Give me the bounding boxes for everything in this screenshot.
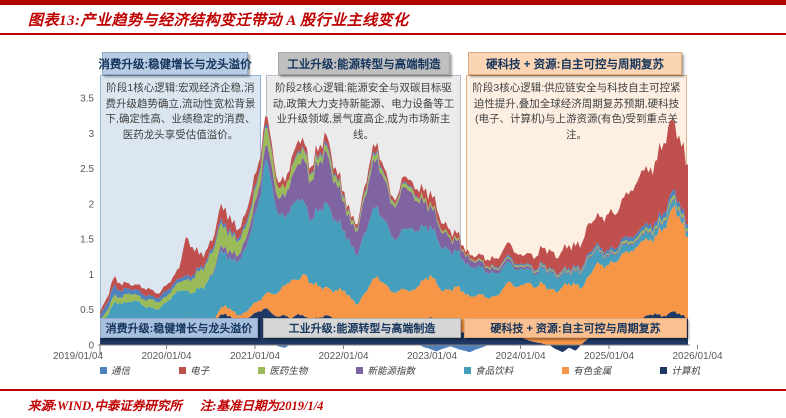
stage-title-hardtech: 硬科技 + 资源:自主可控与周期复苏 <box>468 52 682 75</box>
stage-description-industry: 阶段2核心逻辑:能源安全与双碳目标驱动,政策大力支持新能源、电力设备等工业升级领… <box>272 82 455 141</box>
y-tick-label: 1 <box>88 270 94 281</box>
y-tick-label: 0.5 <box>80 305 94 316</box>
source-text: 来源:WIND,中泰证券研究所 <box>28 399 182 413</box>
stage-ribbon-consumer: 消费升级:稳健增长与龙头溢价 <box>100 318 258 338</box>
legend-label: 有色金属 <box>573 367 612 377</box>
legend-label: 新能源指数 <box>367 367 415 377</box>
x-tick-label: 2020/01/04 <box>141 351 191 362</box>
area-series-tongxin <box>100 345 688 353</box>
legend-label: 食品饮料 <box>475 367 514 377</box>
stage-ribbon-hardtech: 硬科技 + 资源:自主可控与周期复苏 <box>464 318 687 338</box>
stage-title-consumer: 消费升级:稳健增长与龙头溢价 <box>98 52 252 75</box>
stage-title-industry: 工业升级:能源转型与高端制造 <box>278 52 450 75</box>
legend-swatch-icon <box>464 366 472 374</box>
stage-ribbon-industry: 工业升级:能源转型与高端制造 <box>263 318 461 338</box>
legend-item: 通信 <box>100 363 130 377</box>
legend-swatch-icon <box>562 366 570 374</box>
x-tick-label: 2022/01/04 <box>318 351 368 362</box>
legend-label: 通信 <box>111 367 131 377</box>
legend-swatch-icon <box>356 366 364 374</box>
footer-divider <box>0 389 786 391</box>
legend-swatch-icon <box>179 366 187 374</box>
x-tick-label: 2023/01/04 <box>407 351 457 362</box>
note-text: 注:基准日期为2019/1/4 <box>199 399 324 413</box>
legend-swatch-icon <box>258 366 266 374</box>
legend-item: 食品饮料 <box>464 363 513 377</box>
legend-swatch-icon <box>660 366 668 374</box>
stage-description-consumer: 阶段1核心逻辑:宏观经济企稳,消费升级趋势确立,流动性宽松背景下,确定性高、业绩… <box>105 82 256 141</box>
y-tick-label: 2 <box>88 199 94 210</box>
title-divider <box>0 33 786 35</box>
x-tick-label: 2019/01/04 <box>53 351 103 362</box>
x-tick-label: 2026/01/04 <box>672 351 722 362</box>
legend-item: 有色金属 <box>562 363 611 377</box>
x-tick-label: 2025/01/04 <box>584 351 634 362</box>
legend-label: 电子 <box>190 367 210 377</box>
y-tick-label: 3 <box>88 129 94 140</box>
legend-swatch-icon <box>100 366 107 374</box>
y-tick-label: 0 <box>88 341 94 352</box>
x-tick-label: 2024/01/04 <box>495 351 545 362</box>
legend-label: 医药生物 <box>269 367 308 377</box>
legend-label: 计算机 <box>671 367 700 377</box>
legend-item: 新能源指数 <box>356 363 415 377</box>
source-note: 来源:WIND,中泰证券研究所 注:基准日期为2019/1/4 <box>28 395 323 414</box>
chart-legend: 通信 电子 医药生物 新能源指数 食品饮料 有色金属 计算机 <box>100 363 700 377</box>
y-tick-label: 2.5 <box>80 164 94 175</box>
y-tick-label: 3.5 <box>80 94 94 105</box>
x-tick-label: 2021/01/04 <box>230 351 280 362</box>
y-tick-label: 1.5 <box>80 235 94 246</box>
legend-item: 计算机 <box>660 363 700 377</box>
stage-description-hardtech: 阶段3核心逻辑:供应链安全与科技自主可控紧迫性提升,叠加全球经济周期复苏预期,硬… <box>472 82 681 141</box>
page-title: 图表13:产业趋势与经济结构变迁带动 A 股行业主线变化 <box>28 13 409 29</box>
legend-item: 电子 <box>179 363 209 377</box>
area-series-jisuanji <box>100 345 688 353</box>
legend-item: 医药生物 <box>258 363 307 377</box>
header-top-bar <box>0 0 786 5</box>
